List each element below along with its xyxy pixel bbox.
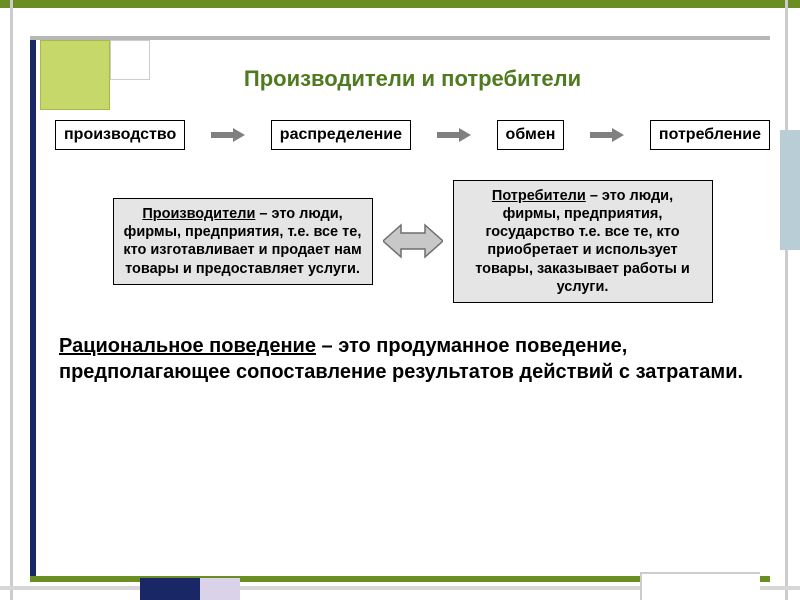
arrow-right-icon xyxy=(211,128,245,142)
decor-bar-top xyxy=(0,0,800,8)
slide-title: Производители и потребители xyxy=(55,66,770,92)
arrow-right-icon xyxy=(437,128,471,142)
decor-bar-cyan xyxy=(780,130,800,250)
def-term-producers: Производители xyxy=(142,206,255,222)
double-arrow-icon xyxy=(383,219,443,263)
decor-bar-right xyxy=(785,0,788,600)
slide-content: Производители и потребители производство… xyxy=(55,48,770,560)
definitions-row: Производители – это люди, фирмы, предпри… xyxy=(55,180,770,303)
rational-term: Рациональное поведение xyxy=(59,335,316,357)
flow-box-consumption: потребление xyxy=(650,120,770,150)
decor-bl-navy xyxy=(140,578,200,600)
decor-bl-lavender xyxy=(200,578,240,600)
rational-behavior-text: Рациональное поведение – это продуманное… xyxy=(55,333,770,385)
flow-box-exchange: обмен xyxy=(497,120,565,150)
decor-bar-left xyxy=(30,40,36,580)
decor-bar-left-outer xyxy=(10,0,13,600)
flow-row: производство распределение обмен потребл… xyxy=(55,120,770,150)
arrow-right-icon xyxy=(590,128,624,142)
def-box-consumers: Потребители – это люди, фирмы, предприят… xyxy=(453,180,713,303)
decor-br-white xyxy=(640,572,760,600)
flow-box-production: производство xyxy=(55,120,185,150)
flow-box-distribution: распределение xyxy=(271,120,411,150)
def-term-consumers: Потребители xyxy=(492,188,586,204)
def-box-producers: Производители – это люди, фирмы, предпри… xyxy=(113,198,373,285)
